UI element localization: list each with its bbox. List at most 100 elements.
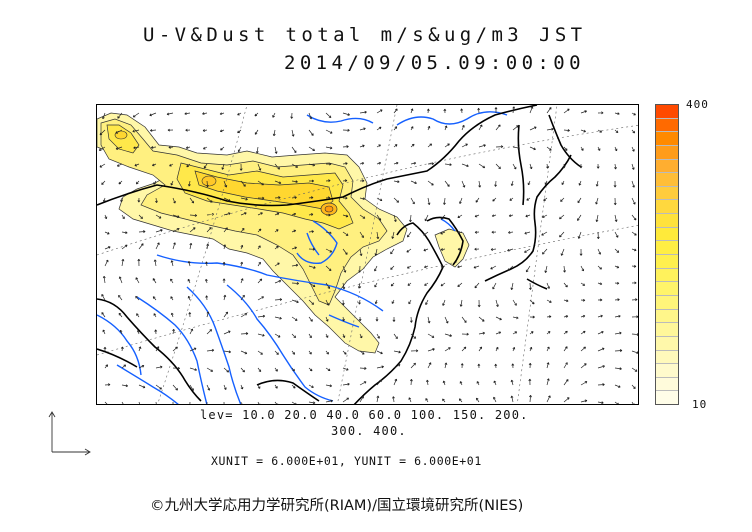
wind-arrow (392, 396, 395, 403)
wind-arrow (121, 401, 124, 404)
wind-arrow (614, 231, 619, 238)
wind-arrow (563, 397, 570, 403)
wind-arrow (579, 248, 583, 256)
wind-arrow (274, 316, 282, 320)
dust-map (96, 104, 639, 405)
colorbar-cell (656, 282, 678, 296)
wind-arrow (457, 282, 463, 288)
wind-arrow (237, 146, 242, 153)
wind-arrow (527, 180, 531, 186)
wind-arrow (563, 146, 568, 151)
wind-arrow (478, 316, 485, 322)
wind-arrow (376, 365, 384, 369)
wind-arrow (257, 180, 264, 186)
wind-arrow (240, 294, 245, 301)
colorbar-cell (656, 200, 678, 215)
wind-arrow (325, 162, 332, 166)
wind-arrow (325, 316, 329, 322)
wind-arrow (359, 333, 363, 339)
wind-arrow (529, 315, 535, 319)
wind-arrow (475, 397, 480, 403)
wind-arrow (325, 196, 331, 200)
wind-arrow (189, 401, 191, 404)
wind-arrow (358, 265, 362, 273)
wind-arrow (459, 299, 463, 307)
wind-arrow (510, 379, 514, 386)
wind-arrow (101, 312, 106, 318)
map-canvas (97, 105, 638, 404)
wind-arrow (510, 395, 514, 403)
wind-arrow (460, 108, 464, 114)
wind-arrow (203, 163, 208, 169)
wind-arrow (563, 315, 569, 318)
wind-arrow (186, 163, 191, 168)
wind-arrow (507, 248, 514, 252)
wind-arrow (102, 329, 106, 335)
wind-arrow (118, 294, 123, 301)
wind-arrow (442, 299, 446, 306)
wind-arrow (189, 347, 197, 352)
wind-arrow (407, 282, 412, 286)
wind-arrow (138, 243, 144, 250)
wind-arrow (359, 197, 366, 201)
wind-arrow (457, 231, 463, 234)
wind-arrow (631, 248, 637, 252)
wind-arrow (202, 129, 208, 132)
wind-arrow (153, 259, 157, 267)
wind-arrow (424, 265, 429, 269)
wind-arrow (308, 163, 316, 167)
wind-arrow (98, 146, 106, 151)
wind-arrow (342, 128, 350, 132)
wind-arrow (461, 143, 468, 148)
wind-arrow (274, 229, 279, 233)
wind-arrow (223, 294, 227, 301)
wind-arrow (597, 265, 602, 270)
wind-arrow (528, 362, 532, 369)
wind-arrow (613, 180, 617, 188)
wind-arrow (291, 316, 298, 321)
wind-arrow (237, 129, 242, 134)
wind-arrow (121, 384, 129, 388)
wind-arrow (138, 230, 146, 234)
wind-arrow (291, 401, 297, 404)
wind-arrow (118, 180, 123, 185)
wind-arrow (240, 350, 248, 355)
wind-arrow (563, 346, 568, 352)
wind-arrow (342, 282, 346, 290)
wind-arrow (459, 381, 463, 386)
wind-arrow (491, 230, 497, 234)
wind-arrow (240, 313, 248, 318)
wind-arrow (135, 277, 140, 284)
wind-arrow (206, 311, 210, 318)
wind-arrow (116, 163, 123, 167)
wind-arrow (257, 333, 265, 337)
wind-arrow (172, 228, 180, 233)
wind-arrow (240, 197, 248, 201)
wind-arrow (457, 247, 463, 251)
wind-arrow (444, 333, 452, 337)
wind-arrow (577, 197, 582, 204)
wind-arrow (136, 313, 140, 318)
wind-arrow (342, 179, 348, 183)
vector-units: XUNIT = 6.000E+01, YUNIT = 6.000E+01 (211, 454, 482, 468)
wind-arrow (342, 350, 347, 355)
wind-arrow (546, 346, 550, 352)
wind-arrow (223, 244, 227, 250)
wind-arrow (560, 248, 565, 256)
wind-arrow (478, 163, 486, 169)
wind-arrow (529, 126, 537, 131)
wind-arrow (631, 333, 638, 336)
wind-arrow (597, 314, 603, 318)
wind-arrow (614, 265, 620, 269)
wind-arrow (440, 214, 446, 220)
wind-arrow (393, 378, 398, 386)
wind-arrow (478, 124, 483, 131)
wind-arrow (376, 144, 381, 148)
wind-arrow (528, 378, 532, 386)
wind-arrow (580, 146, 584, 151)
wind-arrow (580, 265, 585, 272)
wind-arrow (440, 282, 446, 287)
colorbar-cell (656, 241, 678, 256)
wind-arrow (442, 398, 446, 403)
wind-arrow (376, 379, 382, 386)
